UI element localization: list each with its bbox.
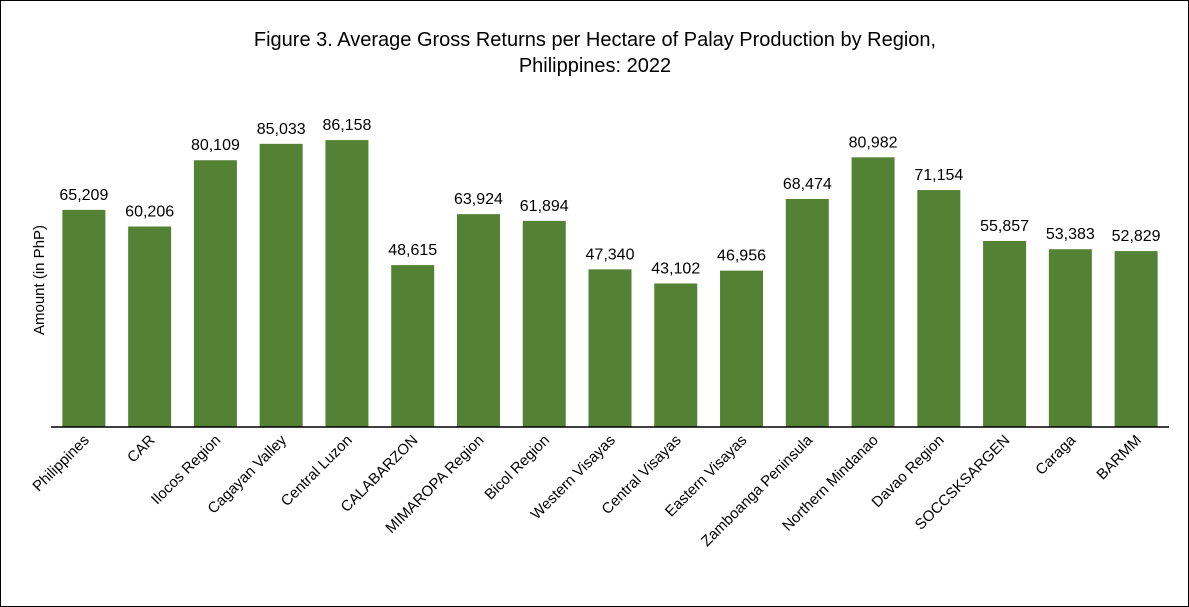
y-axis-label: Amount (in PhP): [31, 225, 48, 335]
data-label: 68,474: [783, 176, 832, 193]
bar: [522, 220, 566, 427]
data-label: 47,340: [586, 246, 635, 263]
bar: [259, 143, 303, 428]
data-label: 53,383: [1046, 226, 1095, 243]
data-label: 65,209: [59, 187, 108, 204]
data-label: 63,924: [454, 191, 503, 208]
data-label: 61,894: [520, 198, 569, 215]
bar: [1048, 249, 1092, 427]
bar: [785, 198, 829, 427]
data-label: 48,615: [388, 242, 437, 259]
bar: [325, 140, 369, 427]
bar: [128, 226, 172, 427]
data-label: 46,956: [717, 248, 766, 265]
data-label: 55,857: [980, 218, 1029, 235]
bar: [193, 160, 237, 427]
chart-title: Figure 3. Average Gross Returns per Hect…: [254, 29, 936, 51]
bar: [456, 214, 500, 427]
data-label: 86,158: [322, 117, 371, 134]
bar: [917, 190, 961, 427]
bar: [62, 209, 106, 427]
data-label: 80,109: [191, 137, 240, 154]
chart-title: Philippines: 2022: [519, 55, 671, 77]
data-label: 60,206: [125, 204, 174, 221]
bar: [851, 157, 895, 427]
data-label: 85,033: [257, 121, 306, 138]
data-label: 52,829: [1112, 228, 1161, 245]
bar: [588, 269, 632, 427]
bar: [654, 283, 698, 427]
data-label: 71,154: [914, 167, 963, 184]
data-label: 80,982: [849, 134, 898, 151]
bar: [720, 270, 764, 427]
bar: [1114, 251, 1158, 427]
data-label: 43,102: [651, 260, 700, 277]
bar: [983, 240, 1027, 427]
bar: [391, 265, 435, 427]
